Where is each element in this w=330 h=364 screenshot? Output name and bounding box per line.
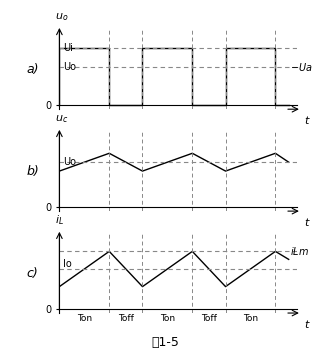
Text: $t$: $t$	[304, 318, 311, 330]
Text: 图1-5: 图1-5	[151, 336, 179, 349]
Text: c): c)	[26, 266, 38, 280]
Text: $u_o$: $u_o$	[55, 11, 68, 23]
Text: $u_c$: $u_c$	[55, 113, 68, 124]
Text: $-Ua$: $-Ua$	[290, 61, 313, 73]
Text: $t$: $t$	[304, 114, 311, 126]
Text: $iLm$: $iLm$	[290, 245, 309, 257]
Text: Io: Io	[63, 259, 72, 269]
Text: Ui: Ui	[63, 43, 73, 53]
Text: $t$: $t$	[304, 216, 311, 228]
Text: a): a)	[26, 63, 39, 76]
Text: Uo: Uo	[63, 62, 76, 72]
Text: Uo: Uo	[63, 157, 76, 167]
Text: b): b)	[26, 165, 39, 178]
Text: $i_L$: $i_L$	[55, 213, 64, 226]
